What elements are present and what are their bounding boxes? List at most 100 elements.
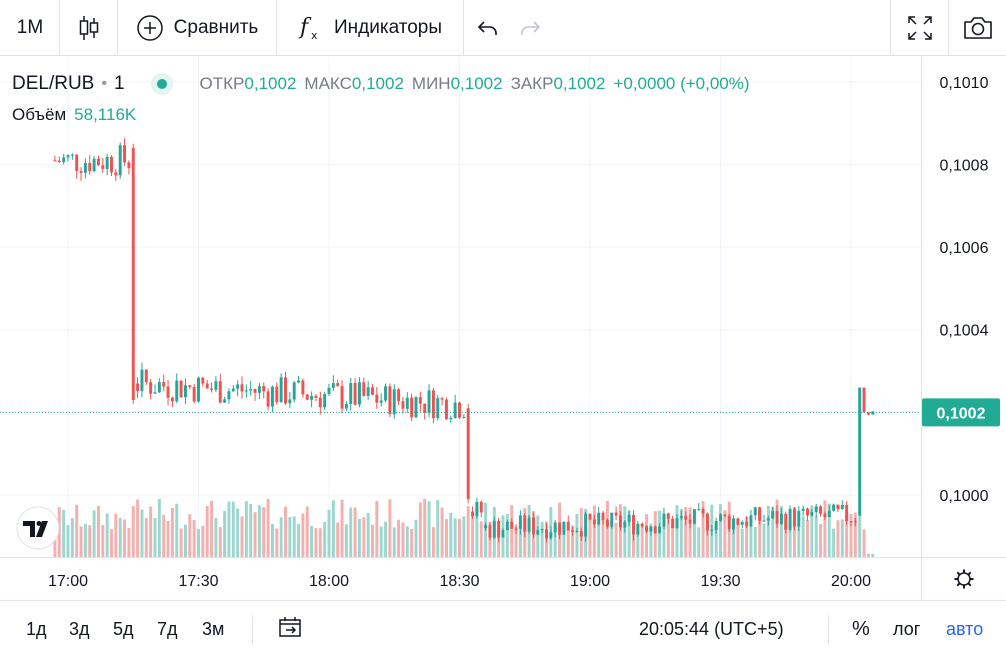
- volume-bar: [205, 506, 209, 557]
- volume-bar: [357, 518, 361, 557]
- candle: [853, 521, 857, 523]
- candle: [362, 382, 366, 396]
- candle: [658, 526, 662, 534]
- volume-bar: [414, 519, 418, 557]
- candle: [101, 165, 105, 169]
- candle: [210, 388, 214, 390]
- volume-bar: [384, 521, 388, 557]
- candle: [83, 162, 87, 173]
- candle: [614, 512, 618, 516]
- candle: [314, 395, 318, 398]
- candle: [110, 156, 113, 173]
- volume-bar: [327, 509, 331, 557]
- candle: [157, 381, 161, 393]
- candle: [523, 515, 527, 532]
- candle: [827, 510, 831, 517]
- volume-bar: [410, 528, 414, 557]
- volume-bar: [775, 499, 779, 557]
- interval-button[interactable]: 1M: [0, 0, 60, 55]
- auto-scale-button[interactable]: авто: [946, 619, 984, 639]
- volume-bar: [779, 506, 783, 557]
- settings-gear-icon[interactable]: [954, 569, 974, 589]
- candle: [666, 513, 670, 519]
- candle: [244, 390, 248, 392]
- candle: [553, 522, 557, 533]
- candle: [96, 158, 100, 166]
- volume-bar: [344, 524, 348, 557]
- open-label: ОТКР: [199, 74, 245, 93]
- candle: [597, 512, 601, 525]
- volume-bar: [797, 525, 801, 557]
- volume-bar: [262, 507, 266, 557]
- candle: [236, 384, 240, 389]
- volume-label[interactable]: Объём: [12, 105, 67, 124]
- volume-bar: [832, 528, 836, 557]
- volume-bar: [349, 507, 353, 557]
- range-5d-button[interactable]: 5д: [113, 619, 134, 639]
- current-time[interactable]: 20:05:44 (UTC+5): [639, 619, 784, 639]
- volume-bar: [266, 498, 270, 557]
- redo-button[interactable]: [512, 0, 548, 55]
- volume-bar: [836, 520, 840, 557]
- screenshot-button[interactable]: [949, 0, 1006, 55]
- percent-scale-button[interactable]: %: [852, 618, 870, 640]
- candle: [601, 512, 605, 520]
- candles-icon: [77, 14, 101, 42]
- volume-bar: [297, 524, 301, 557]
- volume-bar: [83, 523, 87, 557]
- symbol-name[interactable]: DEL/RUB: [12, 73, 95, 94]
- volume-bar: [131, 506, 135, 557]
- volume-bar: [423, 498, 427, 557]
- candle: [192, 386, 196, 402]
- indicators-button[interactable]: f x Индикаторы: [277, 0, 463, 55]
- volume-bar: [70, 518, 74, 557]
- volume-bar: [275, 528, 279, 557]
- candle: [723, 514, 727, 516]
- fullscreen-button[interactable]: [891, 0, 948, 55]
- candle: [62, 157, 66, 163]
- volume-bar: [788, 524, 792, 557]
- chart-type-button[interactable]: [60, 0, 117, 55]
- chart-overlay: [0, 411, 921, 550]
- candle: [745, 521, 749, 527]
- volume-bar: [471, 513, 475, 557]
- candle: [866, 412, 870, 415]
- volume-legend: Объём 58,116K: [12, 105, 136, 125]
- volume-bar: [588, 519, 592, 557]
- candle: [392, 389, 396, 415]
- candle: [497, 520, 501, 538]
- date-range-button[interactable]: [276, 601, 304, 657]
- volume-bar: [62, 509, 66, 557]
- time-tick-label: 18:00: [309, 573, 349, 590]
- candle: [823, 513, 827, 517]
- volume-bar: [614, 522, 618, 557]
- volume-bar: [766, 505, 770, 557]
- candle: [732, 518, 736, 530]
- volume-bar: [223, 510, 227, 557]
- volume-bar: [462, 516, 466, 557]
- market-status-icon[interactable]: [150, 73, 173, 95]
- candle: [379, 400, 383, 403]
- candle: [575, 531, 579, 533]
- range-1d-button[interactable]: 1д: [26, 619, 47, 639]
- range-7d-button[interactable]: 7д: [157, 619, 178, 639]
- compare-button[interactable]: Сравнить: [118, 0, 276, 55]
- chart-axes: 0,1000 0,1002 0,1004 0,1006 0,1008 0,1010 0,10…: [0, 57, 1006, 600]
- candle: [832, 504, 836, 511]
- candle: [518, 515, 522, 529]
- open-value: 0,1002: [244, 74, 297, 93]
- candle: [618, 515, 622, 528]
- range-3m-button[interactable]: 3м: [202, 619, 225, 639]
- undo-button[interactable]: [470, 0, 506, 55]
- candle: [431, 390, 435, 419]
- close-label: ЗАКР: [510, 74, 554, 93]
- candle: [536, 530, 540, 535]
- candle: [66, 155, 70, 158]
- volume-bar: [762, 523, 766, 557]
- price-chart[interactable]: 0,1000 0,1002 0,1004 0,1006 0,1008 0,1010 0,10…: [0, 57, 1006, 600]
- volume-bar: [749, 524, 753, 557]
- range-3d-button[interactable]: 3д: [69, 619, 90, 639]
- candle: [466, 408, 470, 500]
- log-scale-button[interactable]: лог: [893, 619, 921, 639]
- volume-bar: [801, 516, 805, 557]
